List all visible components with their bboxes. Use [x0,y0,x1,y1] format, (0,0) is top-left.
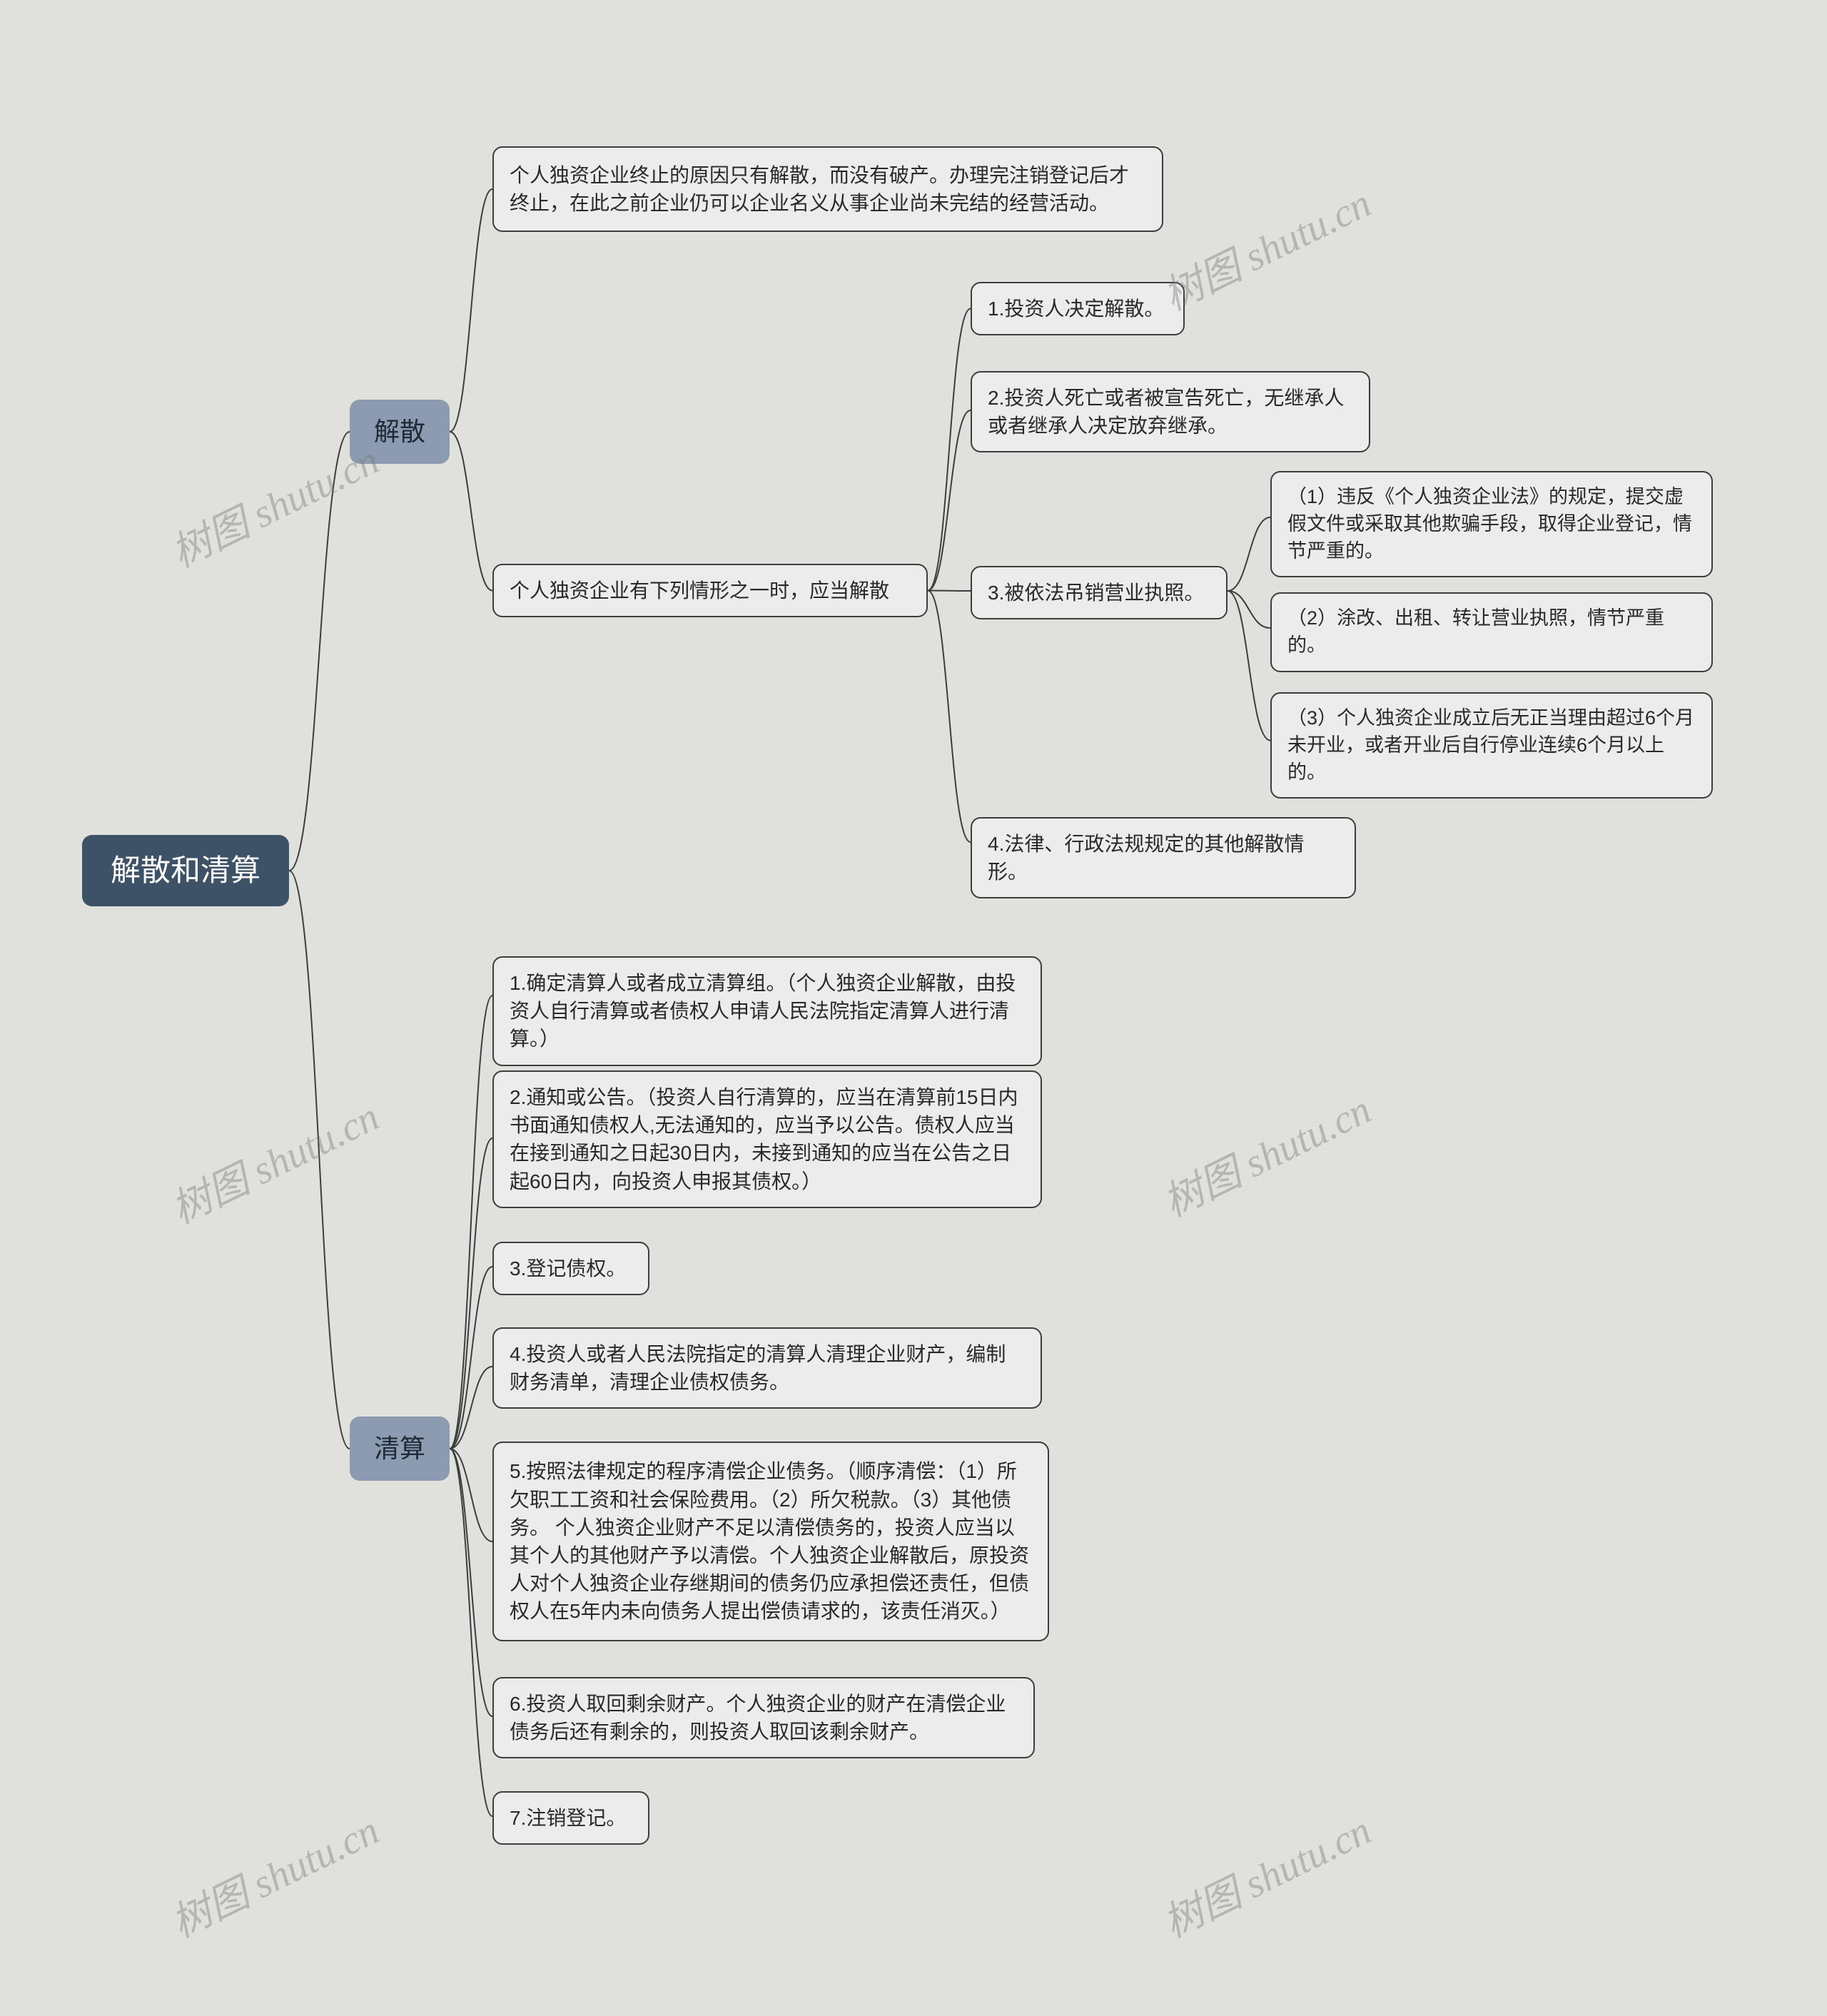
watermark: 树图 shutu.cn [160,1798,387,1949]
node-c2: 2.投资人死亡或者被宣告死亡，无继承人或者继承人决定放弃继承。 [971,371,1370,452]
watermark: 树图 shutu.cn [1152,1078,1379,1228]
edge-dis_cond-c4 [928,591,971,843]
mindmap-canvas: 解散和清算 解散清算 个人独资企业终止的原因只有解散，而没有破产。办理完注销登记后才… [0,0,1827,2016]
node-l1: 1.确定清算人或者成立清算组。（个人独资企业解散，由投资人自行清算或者债权人申请… [492,956,1042,1066]
node-l3: 3.登记债权。 [492,1242,649,1295]
node-l5: 5.按照法律规定的程序清偿企业债务。（顺序清偿：（1）所欠职工工资和社会保险费用… [492,1442,1049,1641]
node-c3b: （2）涂改、出租、转让营业执照，情节严重的。 [1270,592,1713,672]
node-dis_cond: 个人独资企业有下列情形之一时，应当解散 [492,564,928,617]
edge-c3-c3c [1228,591,1270,741]
watermark: 树图 shutu.cn [160,1085,387,1235]
edge-root-dis [289,432,350,871]
edge-c3-c3a [1228,517,1270,591]
edge-dis_cond-c3 [928,591,971,592]
edge-dis-dis_cond [450,432,492,591]
edge-root-liq [289,871,350,1449]
node-c4: 4.法律、行政法规规定的其他解散情形。 [971,817,1356,898]
node-liq: 清算 [350,1417,450,1481]
edge-liq-l2 [450,1138,492,1449]
node-l2: 2.通知或公告。（投资人自行清算的，应当在清算前15日内书面通知债权人,无法通知… [492,1070,1042,1208]
node-dis_note: 个人独资企业终止的原因只有解散，而没有破产。办理完注销登记后才终止，在此之前企业… [492,146,1163,232]
node-c3: 3.被依法吊销营业执照。 [971,566,1228,619]
edge-liq-l4 [450,1367,492,1449]
edge-liq-l3 [450,1267,492,1449]
node-l7: 7.注销登记。 [492,1791,649,1845]
edge-dis-dis_note [450,189,492,432]
node-c3a: （1）违反《个人独资企业法》的规定，提交虚假文件或采取其他欺骗手段，取得企业登记… [1270,471,1713,577]
node-l4: 4.投资人或者人民法院指定的清算人清理企业财产，编制财务清单，清理企业债权债务。 [492,1327,1042,1409]
node-root: 解散和清算 [82,835,289,906]
edge-dis_cond-c1 [928,309,971,591]
node-c3c: （3）个人独资企业成立后无正当理由超过6个月未开业，或者开业后自行停业连续6个月… [1270,692,1713,799]
watermark: 树图 shutu.cn [1152,1798,1379,1949]
edge-c3-c3b [1228,591,1270,628]
edge-liq-l5 [450,1449,492,1541]
edge-liq-l6 [450,1449,492,1716]
edge-liq-l7 [450,1449,492,1816]
node-dis: 解散 [350,400,450,464]
watermark: 树图 shutu.cn [1152,171,1379,322]
node-l6: 6.投资人取回剩余财产。个人独资企业的财产在清偿企业债务后还有剩余的，则投资人取… [492,1677,1035,1758]
node-c1: 1.投资人决定解散。 [971,282,1185,335]
edge-dis_cond-c2 [928,410,971,591]
edge-liq-l1 [450,996,492,1449]
